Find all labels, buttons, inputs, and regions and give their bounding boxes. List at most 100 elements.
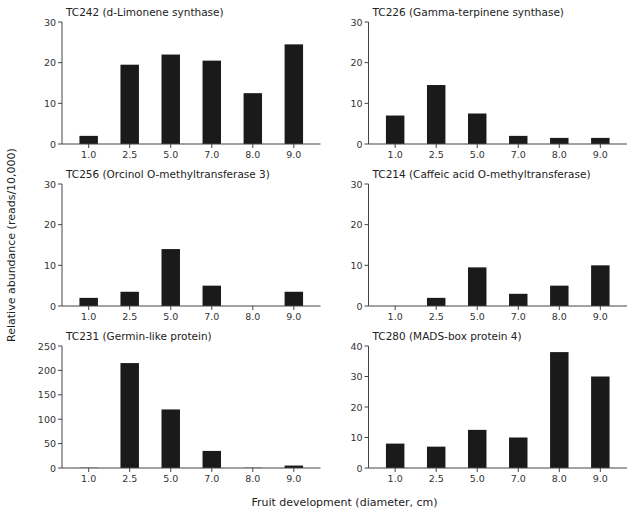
x-tick xyxy=(600,144,601,148)
bar xyxy=(468,430,486,468)
y-tick xyxy=(365,22,369,23)
x-tick xyxy=(129,144,130,148)
y-tick-label: 50 xyxy=(44,438,56,449)
y-tick xyxy=(365,437,369,438)
x-axis-label: Fruit development (diameter, cm) xyxy=(251,496,437,509)
x-tick xyxy=(559,306,560,310)
x-tick xyxy=(559,144,560,148)
x-tick xyxy=(293,306,294,310)
bar xyxy=(285,292,303,306)
x-tick-label: 2.5 xyxy=(429,473,444,484)
x-tick-label: 7.0 xyxy=(511,149,526,160)
y-tick xyxy=(365,62,369,63)
bar xyxy=(120,363,138,468)
x-tick xyxy=(252,306,253,310)
y-tick xyxy=(365,468,369,469)
y-tick xyxy=(58,62,62,63)
bar xyxy=(162,409,180,468)
x-tick-label: 1.0 xyxy=(81,149,96,160)
bar xyxy=(203,286,221,306)
x-tick xyxy=(600,306,601,310)
x-tick xyxy=(477,306,478,310)
x-tick-label: 5.0 xyxy=(470,311,485,322)
bar xyxy=(468,267,486,306)
bar xyxy=(591,377,609,469)
y-tick-label: 30 xyxy=(350,371,362,382)
y-tick xyxy=(58,419,62,420)
y-axis-line xyxy=(368,184,369,306)
x-tick xyxy=(129,306,130,310)
x-tick xyxy=(170,468,171,472)
y-tick-label: 10 xyxy=(350,260,362,271)
x-tick-label: 8.0 xyxy=(245,473,260,484)
x-tick xyxy=(252,468,253,472)
y-tick xyxy=(58,394,62,395)
x-tick-label: 2.5 xyxy=(122,149,137,160)
y-tick-label: 10 xyxy=(350,432,362,443)
x-tick-label: 7.0 xyxy=(204,473,219,484)
bar xyxy=(468,114,486,145)
bar xyxy=(591,138,609,144)
y-tick xyxy=(365,346,369,347)
y-tick xyxy=(365,184,369,185)
bars xyxy=(79,44,303,144)
y-tick-label: 0 xyxy=(50,139,56,150)
x-tick xyxy=(211,144,212,148)
y-tick-label: 40 xyxy=(350,341,362,352)
x-tick-label: 9.0 xyxy=(286,311,301,322)
y-tick xyxy=(58,370,62,371)
y-tick xyxy=(365,103,369,104)
x-axis-line xyxy=(369,306,628,307)
x-tick-label: 1.0 xyxy=(81,473,96,484)
x-tick xyxy=(477,468,478,472)
subplot-title: TC256 (Orcinol O-methyltransferase 3) xyxy=(65,168,270,180)
x-tick-label: 5.0 xyxy=(163,473,178,484)
bar xyxy=(285,44,303,144)
bar xyxy=(79,136,97,144)
x-tick-label: 9.0 xyxy=(286,473,301,484)
y-tick-label: 0 xyxy=(356,139,362,150)
y-tick xyxy=(58,103,62,104)
x-tick xyxy=(88,468,89,472)
bar xyxy=(244,93,262,144)
subplot-title: TC242 (d-Limonene synthase) xyxy=(65,6,224,18)
y-tick-label: 30 xyxy=(350,179,362,190)
bars xyxy=(79,249,303,306)
x-tick-label: 7.0 xyxy=(204,149,219,160)
subplot-title: TC231 (Germin-like protein) xyxy=(65,330,212,342)
x-tick-label: 9.0 xyxy=(593,311,608,322)
y-tick xyxy=(365,265,369,266)
bars xyxy=(79,363,303,468)
y-tick-label: 10 xyxy=(44,260,56,271)
subplot: TC242 (d-Limonene synthase)01020301.02.5… xyxy=(44,6,321,160)
subplot-title: TC280 (MADS-box protein 4) xyxy=(372,330,522,342)
x-tick-label: 5.0 xyxy=(163,311,178,322)
x-axis-line xyxy=(62,306,321,307)
x-tick xyxy=(211,306,212,310)
bar xyxy=(427,85,445,144)
x-tick xyxy=(518,144,519,148)
chart-canvas: TC242 (d-Limonene synthase)01020301.02.5… xyxy=(0,0,639,514)
x-tick-label: 5.0 xyxy=(470,473,485,484)
x-tick-label: 8.0 xyxy=(245,149,260,160)
bar xyxy=(550,286,568,306)
x-axis-line xyxy=(369,468,628,469)
x-tick-label: 7.0 xyxy=(511,473,526,484)
y-axis-line xyxy=(62,184,63,306)
x-tick-label: 1.0 xyxy=(81,311,96,322)
y-tick-label: 200 xyxy=(38,365,56,376)
x-tick-label: 9.0 xyxy=(593,473,608,484)
x-tick xyxy=(559,468,560,472)
x-tick-label: 9.0 xyxy=(593,149,608,160)
y-axis-label: Relative abundance (reads/10,000) xyxy=(5,148,18,342)
x-tick xyxy=(88,144,89,148)
bar xyxy=(162,249,180,306)
bar xyxy=(550,352,568,468)
x-tick xyxy=(518,306,519,310)
x-tick-label: 1.0 xyxy=(388,473,403,484)
x-tick xyxy=(436,306,437,310)
bar xyxy=(427,447,445,468)
x-tick xyxy=(252,144,253,148)
bar xyxy=(386,116,404,144)
y-tick xyxy=(58,468,62,469)
